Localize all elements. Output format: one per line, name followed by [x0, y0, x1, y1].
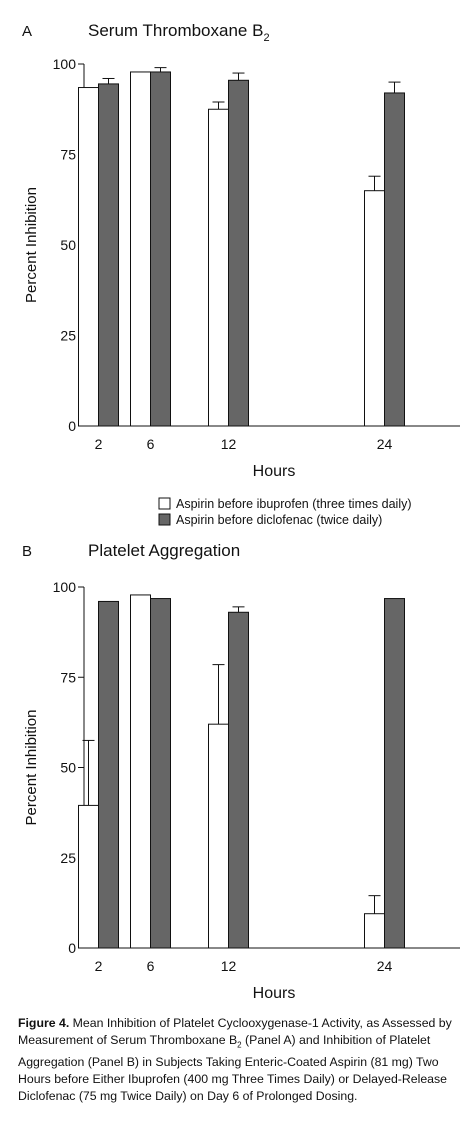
y-tick-label: 50 [60, 237, 76, 253]
y-tick-label: 0 [68, 940, 76, 956]
chart-title: Platelet Aggregation [88, 541, 240, 560]
x-axis-label: Hours [253, 985, 296, 1002]
caption-subscript: 2 [237, 1040, 242, 1050]
x-axis-label: Hours [253, 463, 296, 480]
bar-ibuprofen-24h [364, 190, 385, 427]
chart-title-text: Serum Thromboxane B [88, 21, 263, 40]
bar-diclofenac-6h [150, 71, 171, 427]
x-tick-label: 2 [95, 958, 103, 974]
x-tick-label: 6 [147, 436, 155, 452]
y-tick-label: 75 [60, 669, 76, 685]
bar-ibuprofen-6h [130, 594, 151, 949]
bar-diclofenac-6h [150, 598, 171, 949]
bar-diclofenac-12h [228, 611, 249, 949]
x-tick-label: 2 [95, 436, 103, 452]
chart-title-subscript: 2 [263, 32, 269, 44]
bar-diclofenac-24h [384, 598, 405, 949]
bar-diclofenac-2h [98, 600, 119, 949]
bar-ibuprofen-12h [208, 108, 229, 427]
y-tick-label: 50 [60, 760, 76, 776]
bar-diclofenac-2h [98, 83, 119, 427]
x-tick-label: 12 [221, 436, 237, 452]
bar-ibuprofen-2h [78, 804, 99, 949]
y-axis-label: Percent Inhibition [23, 187, 40, 303]
bar-ibuprofen-6h [130, 71, 151, 427]
chart-title-text: Platelet Aggregation [88, 541, 240, 560]
caption-text: Mean Inhibition of Platelet Cyclooxygena… [18, 1016, 452, 1047]
x-tick-label: 12 [221, 958, 237, 974]
x-tick-label: 6 [147, 958, 155, 974]
y-axis-label: Percent Inhibition [23, 710, 40, 826]
legend-swatch [158, 497, 171, 510]
bar-ibuprofen-2h [78, 87, 99, 427]
caption-label: Figure 4. [18, 1016, 70, 1030]
bar-diclofenac-12h [228, 79, 249, 427]
legend: Aspirin before ibuprofen (three times da… [158, 497, 412, 527]
caption-text-continued: (Panel A) and Inhibition of Platelet Agg… [18, 1032, 447, 1103]
bar-ibuprofen-12h [208, 723, 229, 949]
bar-diclofenac-24h [384, 92, 405, 427]
chart-panel-b: B Platelet Aggregation 0 25 50 75 100 Percent I… [22, 541, 460, 1002]
y-tick-label: 100 [53, 579, 77, 595]
legend-swatch [158, 513, 171, 526]
chart-title: Serum Thromboxane B2 [88, 21, 270, 44]
x-tick-label: 24 [377, 436, 393, 452]
y-tick-label: 25 [60, 328, 76, 344]
legend-entry: Aspirin before diclofenac (twice daily) [176, 513, 382, 527]
figure-caption: Figure 4. Mean Inhibition of Platelet Cy… [18, 1015, 462, 1104]
panel-label: A [22, 23, 32, 40]
y-tick-label: 100 [53, 56, 77, 72]
bar-ibuprofen-24h [364, 913, 385, 949]
x-tick-label: 24 [377, 958, 393, 974]
legend-entry: Aspirin before ibuprofen (three times da… [176, 497, 412, 511]
y-tick-label: 75 [60, 147, 76, 163]
panel-label: B [22, 543, 32, 560]
y-tick-label: 25 [60, 850, 76, 866]
y-tick-label: 0 [68, 418, 76, 434]
